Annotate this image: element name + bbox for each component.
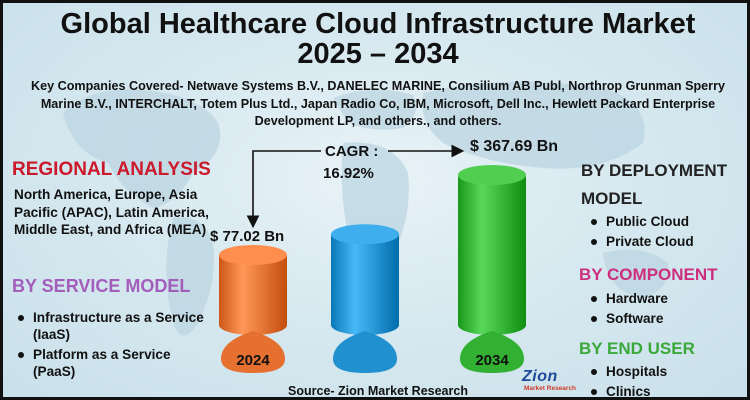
bar-body (219, 255, 287, 335)
bar-body (458, 175, 526, 335)
title-line-2: 2025 – 2034 (297, 38, 459, 70)
end-user-item: Hospitals (589, 363, 747, 380)
logo-subtitle: Market Research (524, 385, 577, 392)
deployment-model-heading: BY DEPLOYMENT MODEL (581, 161, 728, 208)
component-item: Hardware (589, 290, 747, 307)
bar-top (331, 224, 399, 245)
bar-top (458, 165, 526, 185)
key-companies-text: Key Companies Covered- Netwave Systems B… (31, 79, 725, 128)
service-model-item: Infrastructure as a Service (IaaS) (16, 309, 206, 343)
deployment-model-list: Public Cloud Private Cloud (589, 213, 747, 253)
bar-2024: 2024 (219, 245, 287, 373)
title-line-1: Global Healthcare Cloud Infrastructure M… (60, 8, 696, 40)
end-user-list: Hospitals Clinics (589, 363, 747, 397)
source-text: Source- Zion Market Research (288, 384, 468, 398)
year-badge (460, 331, 524, 373)
cagr-arrow-left (246, 150, 321, 229)
regional-analysis-text: North America, Europe, Asia Pacific (APA… (14, 187, 209, 238)
year-badge (221, 331, 285, 373)
bar-top (219, 245, 287, 265)
service-model-item: Platform as a Service (PaaS) (16, 346, 206, 380)
value-label-2024: $ 77.02 Bn (210, 228, 285, 245)
cagr-value: 16.92% (323, 165, 374, 182)
year-badge (333, 331, 397, 373)
component-list: Hardware Software (589, 290, 747, 330)
year-label: 2034 (475, 352, 509, 369)
end-user-item: Clinics (589, 383, 747, 397)
end-user-heading: BY END USER (579, 339, 695, 358)
year-label: 2024 (236, 352, 270, 369)
bar-2034: 2034 (458, 165, 526, 373)
deployment-model-item: Public Cloud (589, 213, 747, 230)
bar-middle (331, 224, 399, 373)
zion-logo: Zion Market Research (522, 368, 577, 397)
service-model-heading: BY SERVICE MODEL (12, 276, 191, 296)
component-heading: BY COMPONENT (579, 265, 718, 284)
regional-analysis-heading: REGIONAL ANALYSIS (12, 159, 211, 180)
deployment-model-item: Private Cloud (589, 233, 747, 250)
service-model-list: Infrastructure as a Service (IaaS) Platf… (16, 309, 206, 383)
component-item: Software (589, 310, 747, 327)
market-growth-chart: 2024 2034 (219, 144, 526, 373)
value-label-2034: $ 367.69 Bn (470, 138, 559, 155)
bar-body (331, 234, 399, 335)
logo-word: Zion (522, 368, 558, 385)
cagr-label: CAGR : (325, 143, 379, 160)
